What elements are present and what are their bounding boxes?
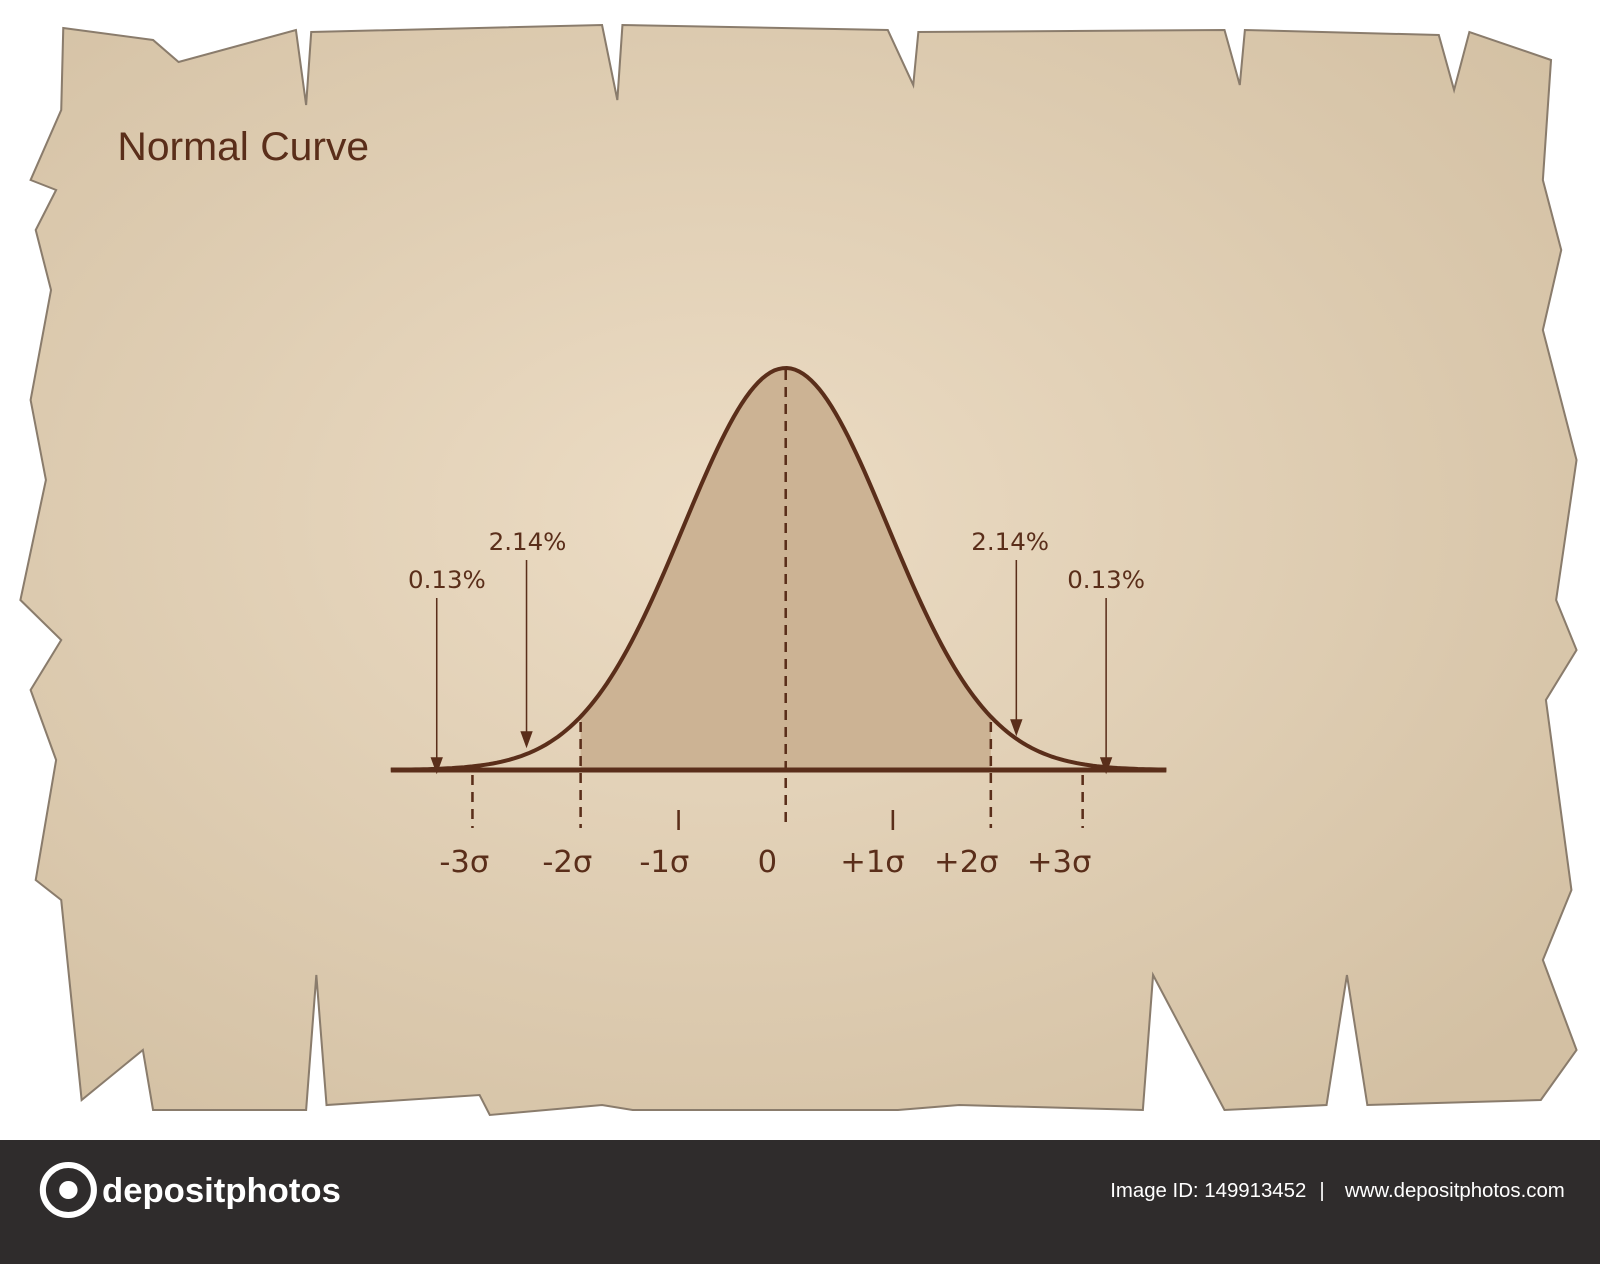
annotation: 0.13% bbox=[1067, 565, 1145, 594]
title: Normal Curve bbox=[117, 123, 369, 169]
shaded-area bbox=[580, 368, 991, 770]
ticks bbox=[677, 810, 895, 830]
image-id: Image ID: 149913452 bbox=[1110, 1180, 1306, 1202]
annotation: 0.13% bbox=[408, 565, 486, 594]
annotation: 2.14% bbox=[971, 527, 1049, 556]
arrows bbox=[430, 560, 1113, 775]
axis-label: -3σ bbox=[439, 845, 489, 880]
axis-label: +2σ bbox=[934, 845, 999, 880]
sigma-lines bbox=[471, 370, 1084, 828]
axis-label: 0 bbox=[758, 845, 777, 880]
annotation: 2.14% bbox=[489, 527, 567, 556]
separator: | bbox=[1319, 1180, 1324, 1202]
footer bbox=[0, 1140, 1600, 1264]
logo-icon-dot bbox=[59, 1181, 78, 1199]
axis-label: -2σ bbox=[542, 845, 592, 880]
axis-label: +1σ bbox=[840, 845, 905, 880]
logo-icon bbox=[39, 1162, 97, 1218]
axis-label: +3σ bbox=[1027, 845, 1092, 880]
logo-text: depositphotos bbox=[102, 1172, 341, 1210]
url: www.depositphotos.com bbox=[1344, 1180, 1565, 1202]
axis-label: -1σ bbox=[639, 845, 689, 880]
normal-curve bbox=[390, 365, 1167, 772]
